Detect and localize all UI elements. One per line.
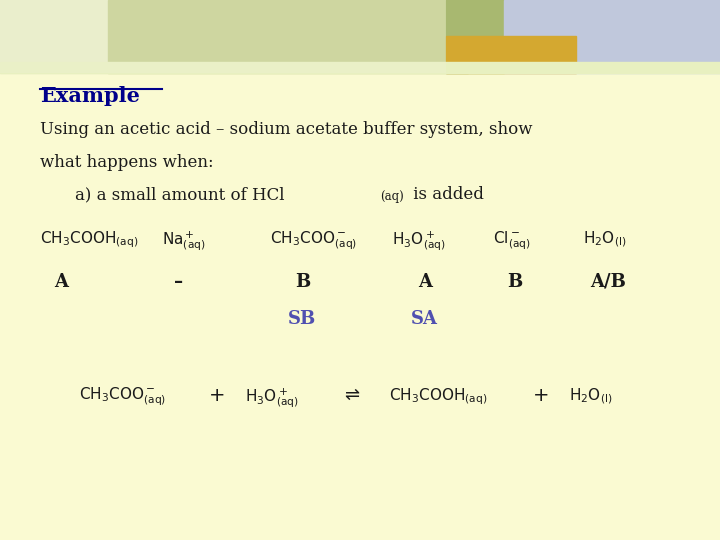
Text: a) a small amount of HCl: a) a small amount of HCl bbox=[54, 186, 284, 203]
Text: A: A bbox=[418, 273, 432, 291]
Text: $\mathsf{H_3O^+_{(aq)}}$: $\mathsf{H_3O^+_{(aq)}}$ bbox=[245, 386, 299, 410]
Text: A/B: A/B bbox=[590, 273, 626, 291]
Text: $\mathsf{+}$: $\mathsf{+}$ bbox=[208, 386, 224, 405]
Text: $\mathsf{H_3O^+_{(aq)}}$: $\mathsf{H_3O^+_{(aq)}}$ bbox=[392, 230, 446, 253]
Text: ⇌: ⇌ bbox=[343, 386, 359, 404]
Text: $\mathsf{CH_3COO^-_{(aq)}}$: $\mathsf{CH_3COO^-_{(aq)}}$ bbox=[270, 230, 357, 252]
Text: B: B bbox=[507, 273, 523, 291]
Text: SA: SA bbox=[411, 310, 438, 328]
Text: $\mathsf{H_2O_{(l)}}$: $\mathsf{H_2O_{(l)}}$ bbox=[583, 230, 626, 249]
Text: Example: Example bbox=[40, 86, 140, 106]
Text: A: A bbox=[54, 273, 68, 291]
Text: B: B bbox=[294, 273, 310, 291]
Text: Using an acetic acid – sodium acetate buffer system, show: Using an acetic acid – sodium acetate bu… bbox=[40, 122, 532, 138]
Text: $\mathsf{CH_3COO^-_{(aq)}}$: $\mathsf{CH_3COO^-_{(aq)}}$ bbox=[79, 386, 166, 408]
Text: –: – bbox=[174, 273, 183, 291]
Text: (aq): (aq) bbox=[380, 190, 404, 203]
Text: $\mathsf{+}$: $\mathsf{+}$ bbox=[532, 386, 548, 405]
Text: what happens when:: what happens when: bbox=[40, 154, 213, 171]
Text: $\mathsf{CH_3COOH_{(aq)}}$: $\mathsf{CH_3COOH_{(aq)}}$ bbox=[40, 230, 138, 250]
Text: $\mathsf{CH_3COOH_{(aq)}}$: $\mathsf{CH_3COOH_{(aq)}}$ bbox=[389, 386, 487, 407]
Bar bbox=[446, 0, 504, 73]
Text: SB: SB bbox=[288, 310, 317, 328]
Text: $\mathsf{Na^+_{(aq)}}$: $\mathsf{Na^+_{(aq)}}$ bbox=[162, 230, 206, 253]
Text: $\mathsf{Cl^-_{(aq)}}$: $\mathsf{Cl^-_{(aq)}}$ bbox=[493, 230, 531, 252]
Bar bbox=[0, 62, 720, 73]
Bar bbox=[446, 36, 576, 73]
Text: $\mathsf{H_2O_{(l)}}$: $\mathsf{H_2O_{(l)}}$ bbox=[569, 386, 612, 406]
Text: is added: is added bbox=[408, 186, 483, 203]
